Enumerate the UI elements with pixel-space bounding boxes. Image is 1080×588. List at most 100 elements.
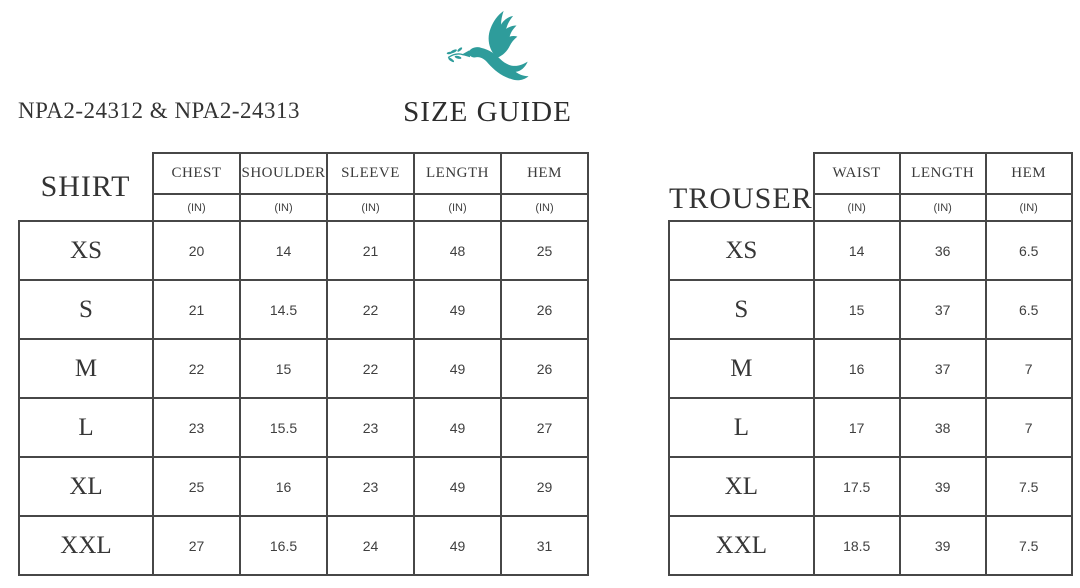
unit-label: (IN) <box>326 193 415 222</box>
column-header: LENGTH <box>898 152 987 195</box>
column-header: WAIST <box>812 152 901 195</box>
size-label: XL <box>668 456 815 517</box>
measurement-value: 37 <box>898 338 987 399</box>
column-header: CHEST <box>152 152 241 195</box>
size-label: S <box>668 279 815 340</box>
trouser-size-table: TROUSER WAIST LENGTH HEM (IN) (IN) (IN) XS 14 36 6… <box>668 152 1073 576</box>
column-header: SHOULDER <box>239 152 328 195</box>
measurement-value: 49 <box>413 338 502 399</box>
column-header: LENGTH <box>413 152 502 195</box>
measurement-value: 48 <box>413 220 502 281</box>
size-label: XXL <box>668 515 815 576</box>
measurement-value: 49 <box>413 515 502 576</box>
measurement-value: 24 <box>326 515 415 576</box>
measurement-value: 25 <box>152 456 241 517</box>
table-row: XS 20 14 21 48 25 <box>18 220 589 281</box>
measurement-value: 20 <box>152 220 241 281</box>
measurement-value: 21 <box>326 220 415 281</box>
measurement-value: 14 <box>239 220 328 281</box>
size-label: XS <box>668 220 815 281</box>
measurement-value: 6.5 <box>984 279 1073 340</box>
measurement-value: 25 <box>500 220 589 281</box>
table-row: XXL 18.5 39 7.5 <box>668 515 1073 576</box>
measurement-value: 7 <box>984 338 1073 399</box>
header-row: SHIRT CHEST SHOULDER SLEEVE LENGTH HEM <box>19 152 589 203</box>
table-label: SHIRT <box>40 169 131 203</box>
table-row: XL 25 16 23 49 29 <box>18 456 589 517</box>
measurement-value: 27 <box>500 397 589 458</box>
measurement-value: 7.5 <box>984 456 1073 517</box>
size-label: XL <box>18 456 154 517</box>
unit-label: (IN) <box>898 193 987 222</box>
measurement-value: 16.5 <box>239 515 328 576</box>
size-label: XXL <box>18 515 154 576</box>
measurement-value: 37 <box>898 279 987 340</box>
measurement-value: 15 <box>239 338 328 399</box>
table-row: S 15 37 6.5 <box>668 279 1073 340</box>
column-header: SLEEVE <box>326 152 415 195</box>
shirt-size-table: SHIRT CHEST SHOULDER SLEEVE LENGTH HEM (IN) (IN… <box>18 152 589 576</box>
size-label: XS <box>18 220 154 281</box>
measurement-value: 23 <box>326 397 415 458</box>
product-codes: NPA2-24312 & NPA2-24313 <box>18 98 301 123</box>
unit-label: (IN) <box>812 193 901 222</box>
measurement-value: 23 <box>152 397 241 458</box>
column-header: HEM <box>984 152 1073 195</box>
measurement-value: 23 <box>326 456 415 517</box>
page-title: SIZE GUIDE <box>403 96 572 128</box>
table-row: XL 17.5 39 7.5 <box>668 456 1073 517</box>
unit-label: (IN) <box>500 193 589 222</box>
measurement-value: 18.5 <box>812 515 901 576</box>
dove-icon <box>446 10 529 81</box>
unit-label: (IN) <box>152 193 241 222</box>
measurement-value: 49 <box>413 279 502 340</box>
table-row: M 22 15 22 49 26 <box>18 338 589 399</box>
table-row: L 23 15.5 23 49 27 <box>18 397 589 458</box>
measurement-value: 22 <box>152 338 241 399</box>
measurement-value: 15.5 <box>239 397 328 458</box>
measurement-value: 22 <box>326 338 415 399</box>
measurement-value: 49 <box>413 456 502 517</box>
measurement-value: 21 <box>152 279 241 340</box>
unit-label: (IN) <box>413 193 502 222</box>
size-label: M <box>18 338 154 399</box>
measurement-value: 22 <box>326 279 415 340</box>
measurement-value: 39 <box>898 515 987 576</box>
table-row: S 21 14.5 22 49 26 <box>18 279 589 340</box>
size-label: L <box>668 397 815 458</box>
size-label: M <box>668 338 815 399</box>
unit-row: (IN) (IN) (IN) (IN) (IN) <box>19 193 589 222</box>
unit-label: (IN) <box>239 193 328 222</box>
column-header: HEM <box>500 152 589 195</box>
measurement-value: 49 <box>413 397 502 458</box>
measurement-value: 16 <box>812 338 901 399</box>
unit-label: (IN) <box>984 193 1073 222</box>
header-row: TROUSER WAIST LENGTH HEM <box>669 152 1073 215</box>
measurement-value: 14.5 <box>239 279 328 340</box>
measurement-value: 7 <box>984 397 1073 458</box>
measurement-value: 29 <box>500 456 589 517</box>
measurement-value: 17 <box>812 397 901 458</box>
measurement-value: 39 <box>898 456 987 517</box>
table-row: XXL 27 16.5 24 49 31 <box>18 515 589 576</box>
measurement-value: 14 <box>812 220 901 281</box>
measurement-value: 31 <box>500 515 589 576</box>
measurement-value: 16 <box>239 456 328 517</box>
measurement-value: 38 <box>898 397 987 458</box>
measurement-value: 26 <box>500 338 589 399</box>
unit-row: (IN) (IN) (IN) <box>669 193 1073 222</box>
measurement-value: 15 <box>812 279 901 340</box>
table-row: XS 14 36 6.5 <box>668 220 1073 281</box>
measurement-value: 6.5 <box>984 220 1073 281</box>
table-row: M 16 37 7 <box>668 338 1073 399</box>
measurement-value: 27 <box>152 515 241 576</box>
size-label: L <box>18 397 154 458</box>
table-row: L 17 38 7 <box>668 397 1073 458</box>
table-label: TROUSER <box>669 182 813 215</box>
measurement-value: 17.5 <box>812 456 901 517</box>
measurement-value: 36 <box>898 220 987 281</box>
measurement-value: 26 <box>500 279 589 340</box>
measurement-value: 7.5 <box>984 515 1073 576</box>
size-label: S <box>18 279 154 340</box>
